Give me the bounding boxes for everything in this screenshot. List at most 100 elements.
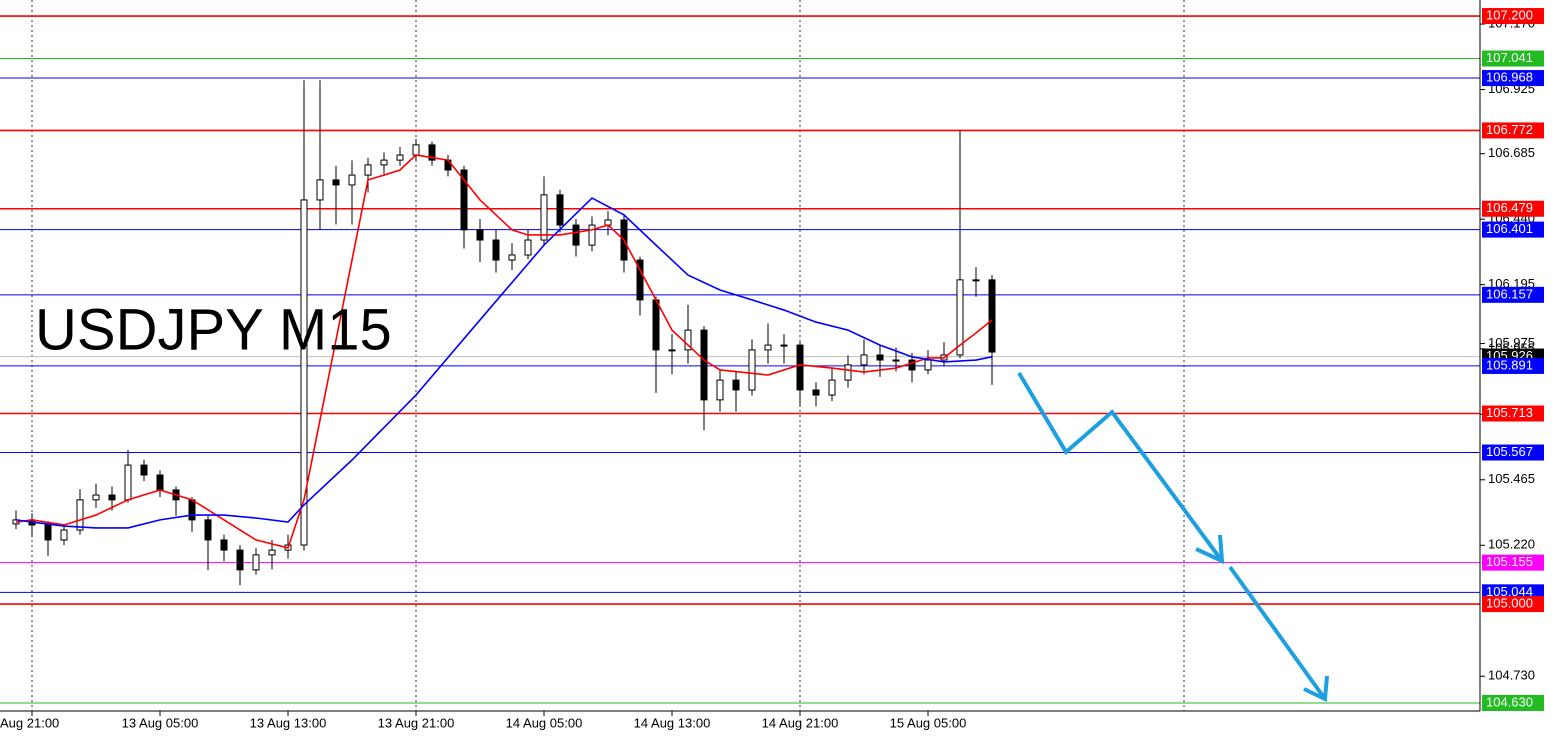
candle-body (540, 194, 548, 241)
y-tick-label: 105.465 (1488, 471, 1535, 486)
candle-body (92, 494, 100, 501)
candle-body (636, 259, 644, 301)
level-tag (1482, 694, 1544, 711)
candle-body (348, 174, 356, 186)
axis: 107.170106.925106.685106.440106.195105.9… (0, 7, 1544, 730)
candle-body (796, 344, 804, 391)
candle-body (748, 349, 756, 391)
level-label: 106.157 (1486, 286, 1533, 301)
candle-body (556, 194, 564, 226)
x-tick-label: 14 Aug 13:00 (634, 715, 711, 730)
level-tag (1482, 596, 1544, 613)
candle-body (300, 199, 308, 546)
moving-average (15, 154, 993, 549)
candle-body (908, 359, 916, 371)
candle-body (732, 379, 740, 391)
candle-body (892, 359, 900, 362)
candle-body (492, 239, 500, 261)
level-tag (1482, 444, 1544, 461)
moving-average (15, 197, 993, 529)
level-tag (1482, 405, 1544, 422)
forecast-arrow (1017, 371, 1224, 563)
x-tick-label: 13 Aug 21:00 (378, 715, 455, 730)
candle-body (876, 354, 884, 361)
y-tick-label: 106.685 (1488, 145, 1535, 160)
level-tag (1482, 357, 1544, 374)
candle-body (508, 254, 516, 261)
candle-body (44, 524, 52, 541)
candle-body (236, 549, 244, 571)
candle-body (524, 239, 532, 256)
candle-body (124, 464, 132, 501)
candle-body (700, 329, 708, 401)
level-tag (1482, 70, 1544, 87)
candle-body (76, 499, 84, 531)
x-tick-label: Aug 21:00 (0, 715, 59, 730)
level-label: 105.891 (1486, 357, 1533, 372)
level-tag (1482, 286, 1544, 303)
candle-body (860, 354, 868, 366)
level-label: 105.000 (1486, 596, 1533, 611)
candle-body (188, 499, 196, 521)
candle-body (108, 494, 116, 501)
x-tick-label: 13 Aug 13:00 (250, 715, 327, 730)
lines (15, 154, 993, 549)
candle-body (332, 179, 340, 186)
arrow-head (1303, 675, 1329, 703)
level-label: 105.567 (1486, 444, 1533, 459)
y-tick-label: 105.220 (1488, 537, 1535, 552)
candle-body (684, 329, 692, 351)
candle-body (972, 279, 980, 282)
forecast-arrow (1228, 565, 1327, 701)
candle-body (668, 349, 676, 352)
candle-body (140, 464, 148, 476)
candle-body (204, 519, 212, 541)
candle-body (460, 169, 468, 231)
candle-body (716, 379, 724, 401)
level-label: 107.200 (1486, 7, 1533, 22)
y-tick-label: 104.730 (1488, 668, 1535, 683)
candles (12, 80, 996, 586)
candle-body (380, 159, 388, 166)
candle-body (428, 144, 436, 161)
candle-body (812, 389, 820, 396)
candle-body (60, 529, 68, 541)
level-tag (1482, 8, 1544, 25)
candle-body (156, 474, 164, 491)
candle-body (476, 229, 484, 241)
candle-body (844, 364, 852, 381)
x-tick-label: 14 Aug 05:00 (506, 715, 583, 730)
candle-body (588, 224, 596, 246)
level-label: 106.401 (1486, 221, 1533, 236)
level-tag (1482, 221, 1544, 238)
candle-body (828, 379, 836, 396)
level-label: 106.968 (1486, 69, 1533, 84)
candle-body (316, 179, 324, 201)
level-tag (1482, 50, 1544, 67)
candle-body (988, 279, 996, 353)
candle-body (652, 299, 660, 351)
level-tag (1482, 200, 1544, 217)
levels (0, 15, 1480, 704)
x-tick-label: 13 Aug 05:00 (122, 715, 199, 730)
level-label: 107.041 (1486, 50, 1533, 65)
level-label: 106.772 (1486, 122, 1533, 137)
level-label: 104.630 (1486, 694, 1533, 709)
level-label: 105.155 (1486, 554, 1533, 569)
level-label: 106.479 (1486, 200, 1533, 215)
candle-body (252, 554, 260, 571)
level-label: 105.044 (1486, 584, 1533, 599)
level-label: 105.713 (1486, 405, 1533, 420)
candle-body (572, 224, 580, 246)
candle-body (924, 359, 932, 371)
candle-body (268, 549, 276, 556)
chart-title: USDJPY M15 (35, 297, 392, 362)
candle-body (764, 344, 772, 351)
level-tag (1482, 554, 1544, 571)
candle-body (780, 344, 788, 347)
candle-body (956, 279, 964, 356)
candle-body (364, 164, 372, 176)
candle-body (412, 144, 420, 156)
